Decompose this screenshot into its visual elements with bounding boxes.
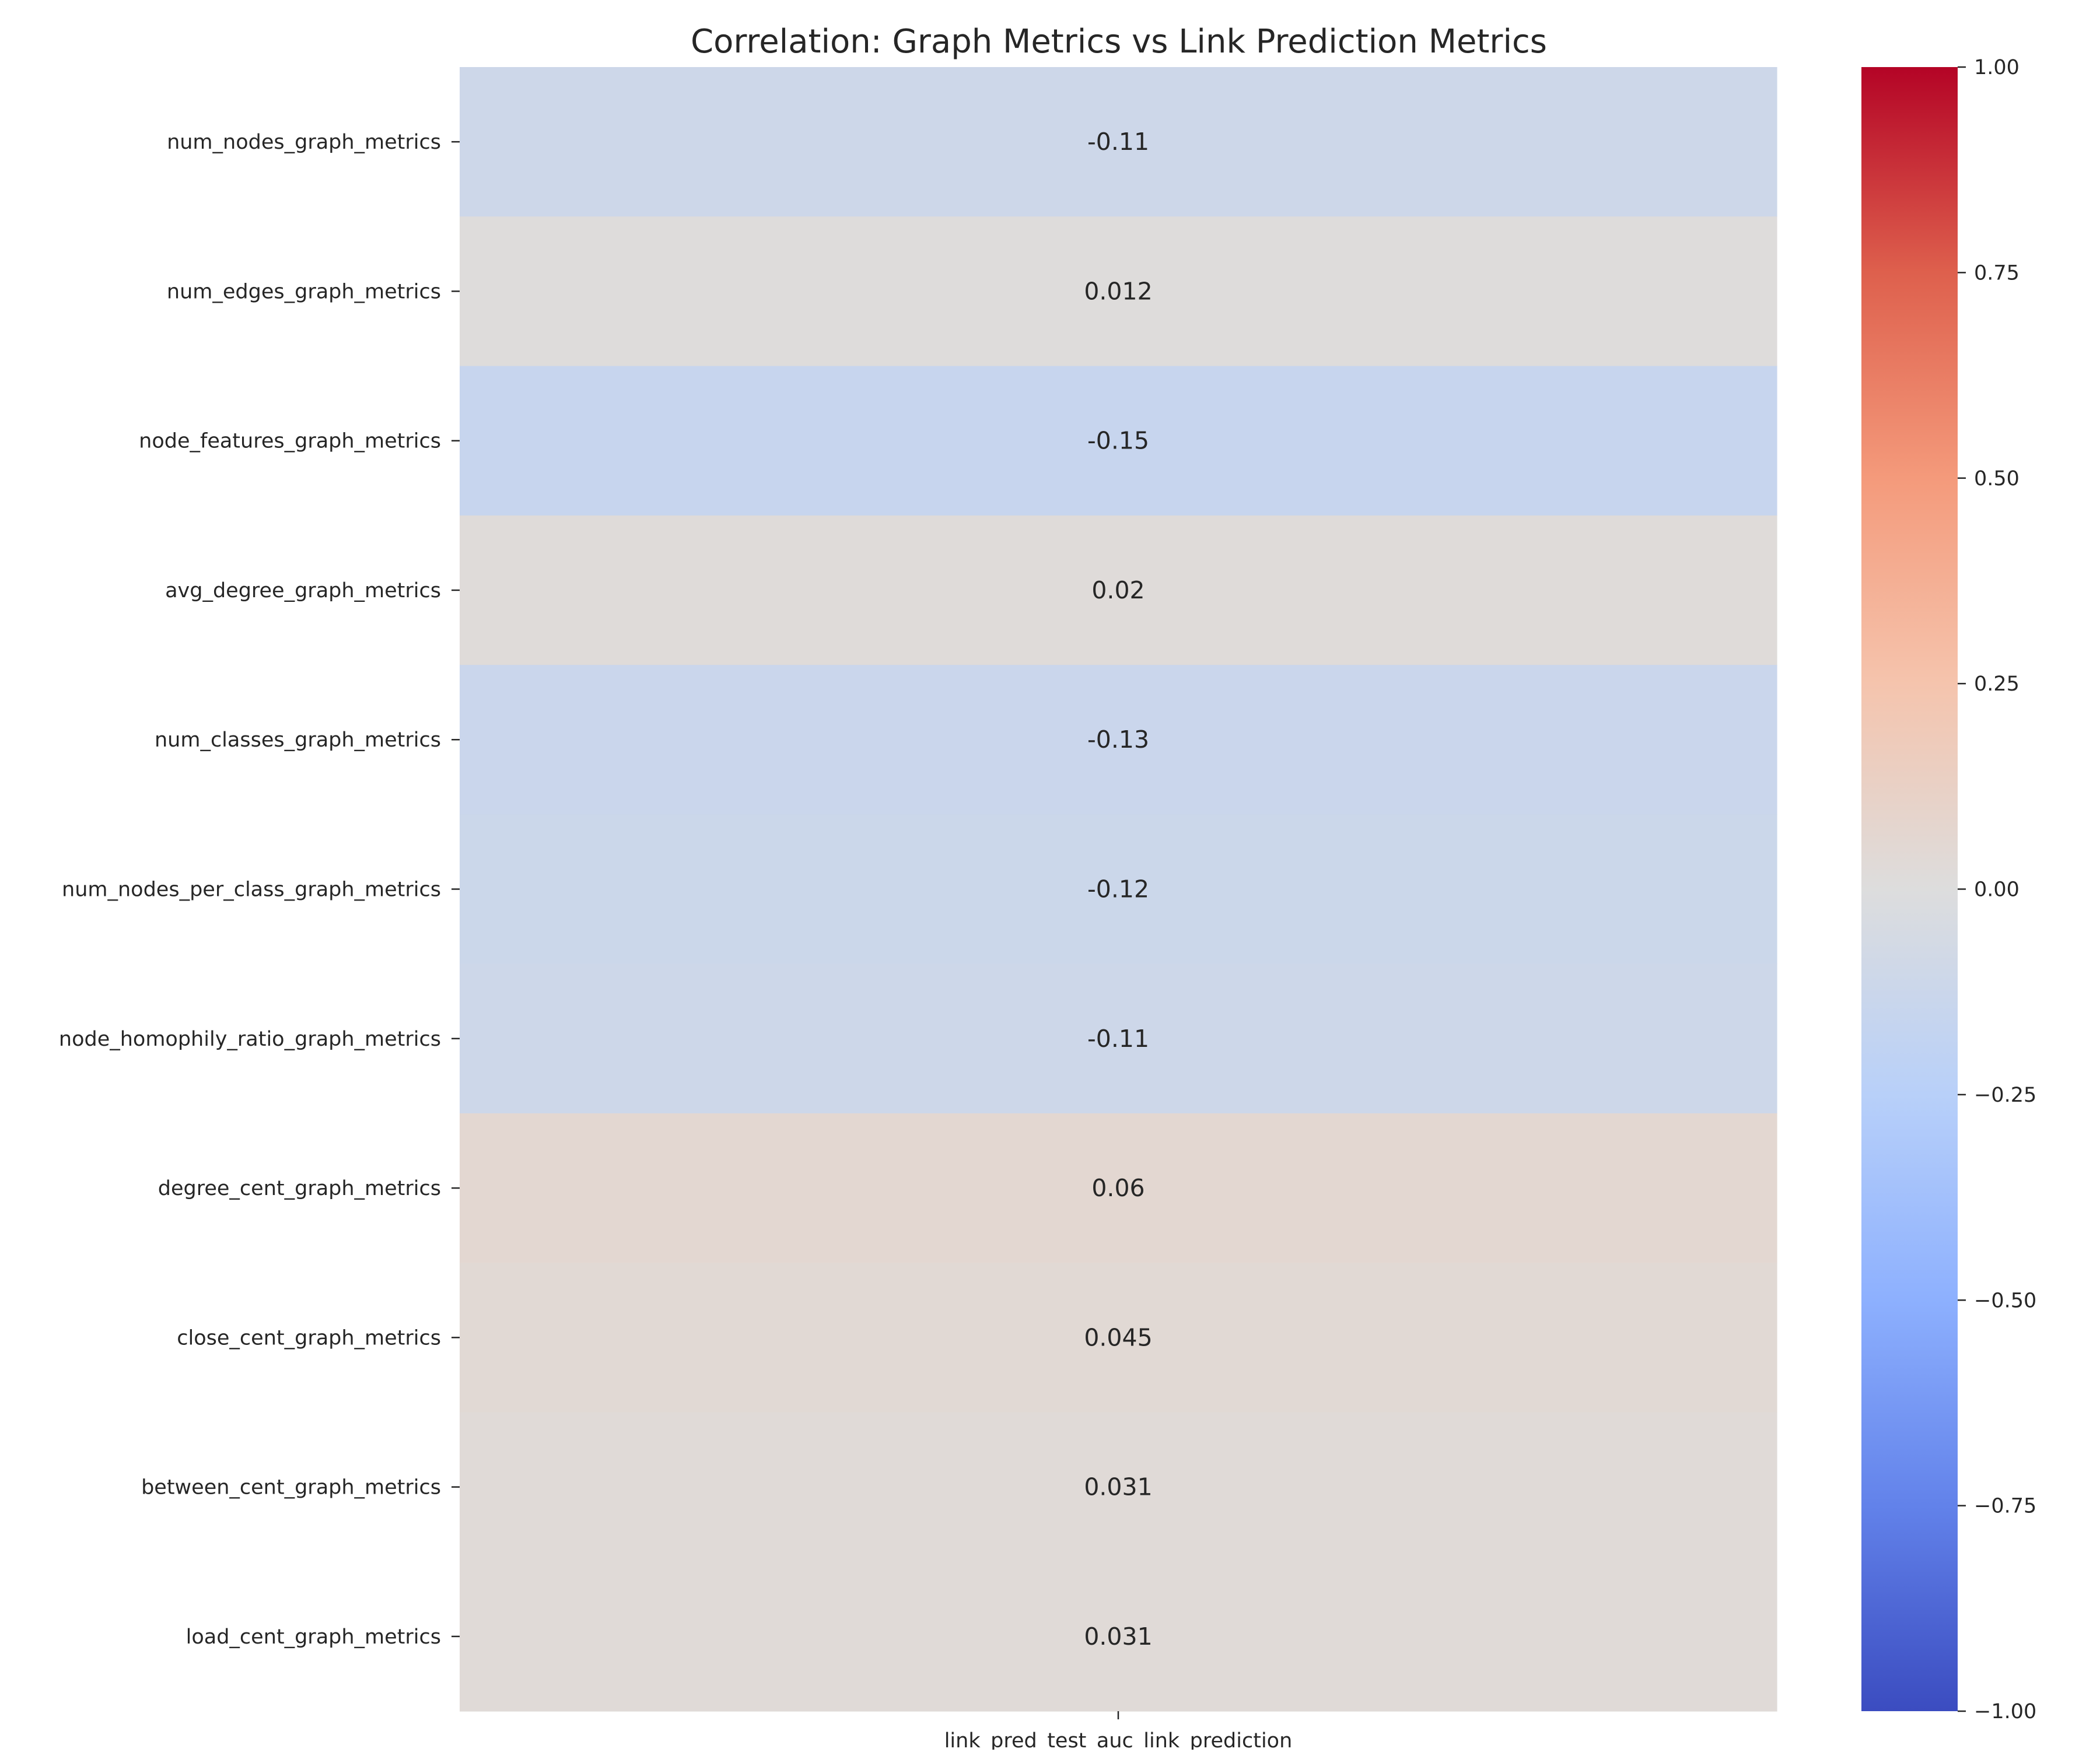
row-label: node_features_graph_metrics (139, 430, 441, 453)
cell-value-label: 0.031 (1084, 1623, 1152, 1651)
cell-value-label: 0.045 (1084, 1323, 1152, 1351)
heatmap-cell (460, 366, 1777, 516)
cell-value-label: 0.06 (1091, 1174, 1144, 1202)
colorbar-tick-label: −0.25 (1974, 1084, 2036, 1107)
colorbar-tick-label: −1.00 (1974, 1700, 2036, 1723)
row-label: num_nodes_graph_metrics (167, 131, 441, 154)
cell-value-label: -0.12 (1087, 875, 1149, 903)
colorbar-tick-label: 1.00 (1974, 56, 2020, 79)
cell-value-label: 0.031 (1084, 1473, 1152, 1501)
cell-value-label: -0.15 (1087, 427, 1149, 455)
colorbar: 1.00 0.75 0.50 0.25 0.00 −0.25 −0.50 −0.75 −1.00 (1861, 56, 2036, 1723)
colorbar-tick-label: 0.00 (1974, 878, 2020, 902)
cell-value-label: 0.02 (1091, 576, 1144, 604)
row-labels: num_nodes_graph_metrics num_edges_graph_m… (59, 131, 460, 1649)
heatmap-cell (460, 1263, 1777, 1413)
chart-title: Correlation: Graph Metrics vs Link Predi… (691, 23, 1547, 61)
heatmap-cell (460, 963, 1777, 1114)
row-label: avg_degree_graph_metrics (165, 579, 441, 602)
row-label: between_cent_graph_metrics (141, 1476, 441, 1499)
heatmap-cell-labels: -0.11 0.012 -0.15 0.02 -0.13 -0.12 -0.11 0.06 0.… (1084, 128, 1152, 1651)
heatmap-cell (460, 1412, 1777, 1562)
heatmap-cell (460, 67, 1777, 217)
row-label: num_edges_graph_metrics (167, 280, 441, 303)
cell-value-label: 0.012 (1084, 277, 1152, 305)
colorbar-tick-label: 0.25 (1974, 672, 2020, 696)
cell-value-label: -0.13 (1087, 726, 1149, 754)
row-label: node_homophily_ratio_graph_metrics (59, 1028, 441, 1051)
colorbar-tick-label: 0.50 (1974, 467, 2020, 490)
heatmap-cells (460, 67, 1777, 1712)
colorbar-tick-label: 0.75 (1974, 261, 2020, 285)
row-label: load_cent_graph_metrics (186, 1625, 441, 1649)
column-labels: link_pred_test_auc_link_prediction (944, 1711, 1293, 1752)
heatmap-cell (460, 814, 1777, 965)
row-label: num_nodes_per_class_graph_metrics (62, 878, 441, 902)
row-label: close_cent_graph_metrics (177, 1326, 441, 1350)
colorbar-tick-label: −0.75 (1974, 1495, 2036, 1518)
cell-value-label: -0.11 (1087, 128, 1149, 156)
row-label: num_classes_graph_metrics (155, 728, 441, 752)
heatmap-cell (460, 216, 1777, 367)
heatmap-cell (460, 1113, 1777, 1263)
cell-value-label: -0.11 (1087, 1025, 1149, 1053)
row-label: degree_cent_graph_metrics (158, 1177, 441, 1200)
heatmap-cell (460, 1561, 1777, 1712)
colorbar-tick-label: −0.50 (1974, 1289, 2036, 1312)
colorbar-gradient (1861, 67, 1958, 1711)
heatmap-cell (460, 665, 1777, 815)
column-label: link_pred_test_auc_link_prediction (944, 1729, 1293, 1750)
heatmap-cell (460, 515, 1777, 665)
